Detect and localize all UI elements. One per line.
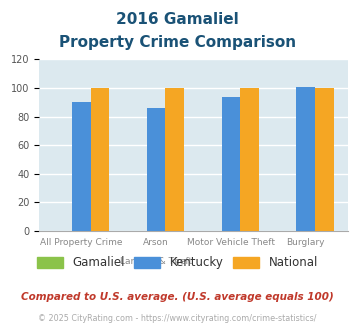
Bar: [72, 102, 91, 231]
Bar: [165, 88, 184, 231]
Text: Burglary: Burglary: [286, 238, 325, 247]
Text: All Property Crime: All Property Crime: [40, 238, 122, 247]
Bar: [222, 97, 240, 231]
Bar: [91, 88, 109, 231]
Legend: Gamaliel, Kentucky, National: Gamaliel, Kentucky, National: [32, 252, 323, 274]
Text: Property Crime Comparison: Property Crime Comparison: [59, 35, 296, 50]
Text: Larceny & Theft: Larceny & Theft: [120, 257, 192, 266]
Text: 2016 Gamaliel: 2016 Gamaliel: [116, 12, 239, 26]
Bar: [296, 86, 315, 231]
Bar: [240, 88, 259, 231]
Text: Arson: Arson: [143, 238, 169, 247]
Bar: [315, 88, 334, 231]
Text: Compared to U.S. average. (U.S. average equals 100): Compared to U.S. average. (U.S. average …: [21, 292, 334, 302]
Text: Motor Vehicle Theft: Motor Vehicle Theft: [187, 238, 275, 247]
Bar: [147, 108, 165, 231]
Text: © 2025 CityRating.com - https://www.cityrating.com/crime-statistics/: © 2025 CityRating.com - https://www.city…: [38, 314, 317, 323]
